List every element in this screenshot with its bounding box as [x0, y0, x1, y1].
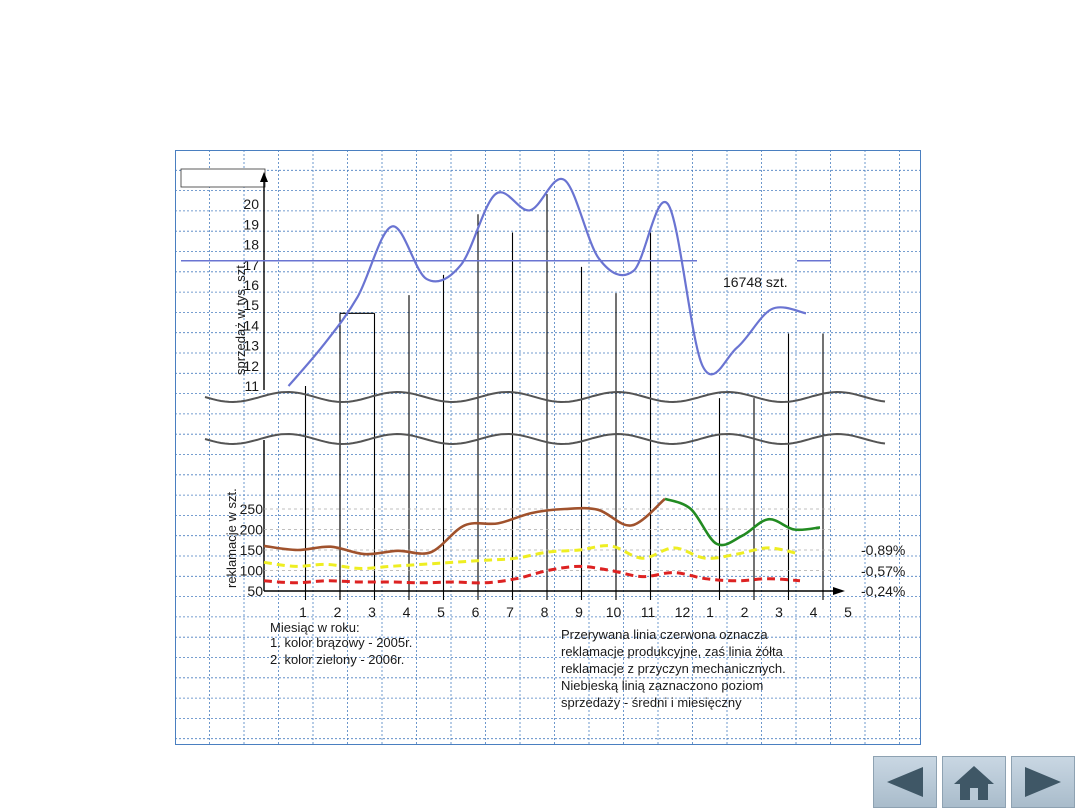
upper-y-tick-label: 16: [243, 277, 259, 293]
month-label-2006: 1: [706, 604, 714, 620]
month-label-2005: 11: [641, 604, 656, 620]
upper-y-tick-label: 12: [243, 358, 259, 374]
month-label-2005: 10: [606, 604, 622, 620]
home-button[interactable]: [942, 756, 1006, 808]
chart-border: [175, 150, 921, 745]
legend-months-line-2006: 2. kolor zielony - 2006r.: [270, 652, 404, 667]
month-label-2005: 12: [675, 604, 691, 620]
upper-y-tick-label: 11: [244, 378, 259, 394]
month-label-2005: 1: [299, 604, 307, 620]
legend-months-line-2005: 1. kolor brązowy - 2005r.: [270, 635, 412, 650]
note-line: reklamacje produkcyjne, zaś linia żółta: [561, 644, 784, 659]
home-icon: [954, 766, 994, 800]
complaints-2005-line: [263, 497, 666, 556]
lower-y-axis-title: reklamacje w szt.: [224, 488, 239, 588]
month-label-2005: 3: [368, 604, 376, 620]
mechanical-complaints-line: [263, 544, 801, 570]
month-label-2005: 2: [334, 604, 342, 620]
month-label-2006: 4: [810, 604, 818, 620]
upper-y-axis-title: sprzedaż w tys. szt.: [233, 262, 248, 375]
upper-y-tick-label: 14: [243, 317, 259, 333]
arrow-right-icon: [1025, 767, 1061, 797]
lower-y-tick-label: 50: [247, 583, 263, 599]
legend-months-title: Miesiąc w roku:: [270, 620, 360, 635]
upper-y-tick-label: 13: [243, 338, 259, 354]
sales-line: [287, 177, 807, 387]
next-button[interactable]: [1011, 756, 1075, 808]
previous-button[interactable]: [873, 756, 937, 808]
month-label-2006: 2: [741, 604, 749, 620]
average-sales-label: 16748 szt.: [723, 274, 788, 290]
axis-break-wave-upper: [204, 390, 886, 404]
upper-y-tick-label: 20: [243, 196, 259, 212]
month-label-2005: 6: [472, 604, 480, 620]
lower-y-tick-label: 250: [240, 501, 264, 517]
production-complaints-line: [263, 564, 801, 585]
month-label-2005: 4: [403, 604, 411, 620]
empty-text-box: [180, 168, 266, 188]
month-label-2005: 9: [575, 604, 583, 620]
chart-area: 11 12 13 14 15 16 17 18 19 20 sprzedaż w tys. szt.…: [175, 150, 921, 745]
lower-y-tick-label: 100: [240, 563, 264, 579]
month-label-2005: 7: [506, 604, 514, 620]
lower-y-tick-label: 150: [240, 542, 264, 558]
percent-change-label: -0,57%: [861, 563, 905, 579]
month-label-2006: 5: [844, 604, 852, 620]
note-line: Przerywana linia czerwona oznacza: [561, 627, 768, 642]
x-axis-arrow: [833, 587, 845, 595]
axis-break-wave-lower: [204, 432, 886, 446]
note-line: reklamacje z przyczyn mechanicznych.: [561, 661, 786, 676]
arrow-left-icon: [887, 767, 923, 797]
note-line: Niebieską linią zaznaczono poziom: [561, 678, 763, 693]
upper-y-axis-arrow: [260, 172, 268, 182]
note-line: sprzedaży - średni i miesięczny: [561, 695, 742, 710]
percent-change-label: -0,89%: [861, 542, 905, 558]
grid: [175, 150, 921, 745]
percent-change-label: -0,24%: [861, 583, 905, 599]
upper-y-tick-label: 19: [243, 216, 259, 232]
month-label-2005: 8: [541, 604, 549, 620]
upper-y-tick-label: 15: [243, 297, 259, 313]
lower-y-tick-label: 200: [240, 522, 264, 538]
month-label-2005: 5: [437, 604, 445, 620]
complaints-2006-line: [664, 497, 821, 547]
upper-y-tick-label: 18: [243, 237, 259, 253]
month-label-2006: 3: [775, 604, 783, 620]
